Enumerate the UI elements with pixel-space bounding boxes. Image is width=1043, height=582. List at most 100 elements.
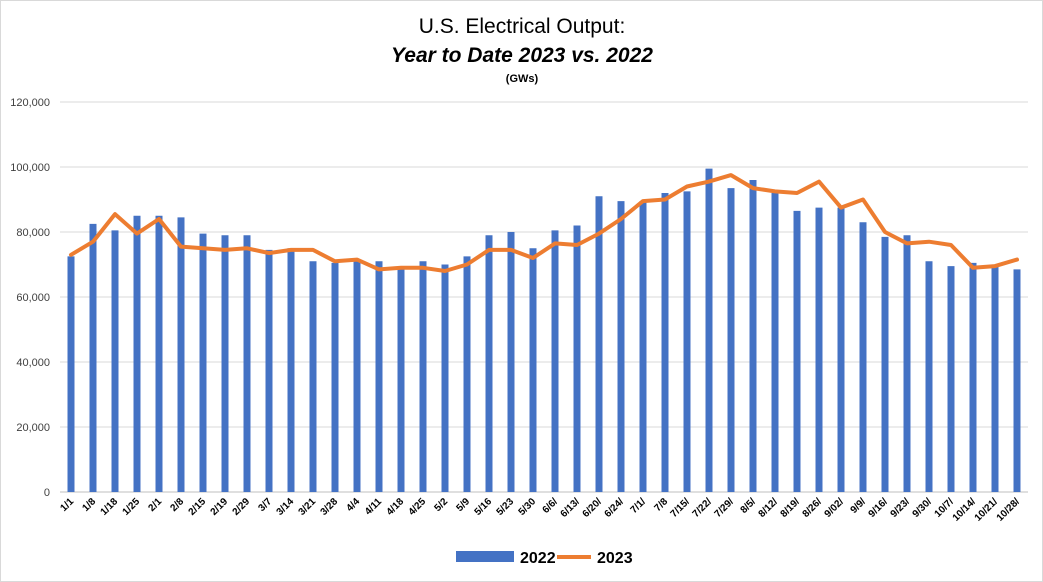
x-tick-label: 9/30/ [911, 496, 935, 520]
bar-2022 [617, 201, 625, 492]
bar-2022 [947, 266, 955, 492]
y-tick-label: 40,000 [16, 357, 50, 369]
bar-2022 [969, 262, 977, 492]
x-tick-label: 7/8 [653, 496, 671, 514]
y-tick-label: 60,000 [16, 292, 50, 304]
bar-2022 [529, 248, 537, 492]
bar-2022 [837, 207, 845, 492]
x-tick-label: 4/4 [345, 496, 363, 514]
x-tick-label: 8/26/ [801, 496, 825, 520]
bar-2022 [463, 256, 471, 492]
bar-2022 [243, 235, 251, 492]
bar-2022 [485, 235, 493, 492]
chart-unit-label: (GWs) [506, 73, 539, 85]
bar-2022 [705, 168, 713, 492]
chart-title: U.S. Electrical Output: [419, 15, 626, 38]
bar-2022 [309, 261, 317, 492]
legend-swatch-2022 [456, 551, 514, 562]
x-tick-label: 9/16/ [867, 496, 891, 520]
y-tick-label: 20,000 [16, 422, 50, 434]
bar-2022 [1013, 269, 1021, 492]
bar-2022 [859, 222, 867, 492]
x-tick-label: 6/13/ [559, 496, 583, 520]
bar-2022 [683, 191, 691, 492]
x-tick-label: 2/29 [231, 496, 253, 518]
x-tick-label: 4/11 [363, 496, 384, 517]
bar-2022 [727, 188, 735, 492]
bar-2022 [925, 261, 933, 492]
bar-2022 [375, 261, 383, 492]
bar-2022 [111, 230, 119, 492]
bars-2022 [67, 168, 1021, 492]
bar-2022 [595, 196, 603, 492]
y-tick-label: 0 [44, 487, 50, 499]
bar-2022 [265, 249, 273, 492]
x-tick-label: 8/19/ [779, 496, 803, 520]
x-tick-label: 2/15 [187, 496, 209, 518]
bar-2022 [331, 262, 339, 492]
legend: 2022 2023 [456, 550, 633, 567]
x-tick-label: 6/24/ [603, 496, 627, 520]
x-tick-label: 6/6/ [541, 496, 561, 516]
x-tick-label: 1/18 [99, 496, 121, 518]
chart-subtitle: Year to Date 2023 vs. 2022 [391, 44, 653, 67]
bar-2022 [419, 261, 427, 492]
gridlines [60, 101, 1028, 493]
bar-2022 [639, 201, 647, 492]
x-tick-label: 3/28 [319, 496, 341, 518]
x-tick-label: 8/12/ [757, 496, 781, 520]
y-tick-label: 80,000 [16, 227, 50, 239]
bar-2022 [815, 207, 823, 492]
bar-2022 [221, 235, 229, 492]
x-tick-label: 1/25 [121, 496, 143, 518]
bar-2022 [287, 248, 295, 492]
bar-2022 [353, 259, 361, 492]
y-tick-label: 120,000 [10, 97, 50, 109]
bar-2022 [133, 215, 141, 492]
x-tick-label: 9/9/ [849, 496, 869, 516]
bar-2022 [507, 232, 515, 492]
x-tick-label: 5/30 [517, 496, 539, 518]
bar-2022 [991, 266, 999, 492]
x-tick-label: 2/8 [169, 496, 187, 514]
x-tick-label: 5/23 [495, 496, 517, 518]
bar-2022 [573, 225, 581, 492]
bar-2022 [661, 193, 669, 492]
x-tick-label: 10/21/ [973, 496, 1001, 524]
x-tick-label: 10/14/ [951, 496, 979, 524]
bar-2022 [441, 264, 449, 492]
y-axis-ticks: 0 20,000 40,000 60,000 80,000 100,000 120,000 [10, 97, 50, 499]
x-tick-label: 5/16 [473, 496, 495, 518]
x-tick-label: 3/7 [257, 496, 275, 514]
x-tick-label: 9/02/ [823, 496, 847, 520]
x-tick-label: 10/28/ [995, 496, 1023, 524]
x-tick-label: 3/21 [297, 496, 319, 518]
line-2023 [69, 173, 1019, 273]
x-tick-label: 8/5/ [739, 496, 759, 516]
bar-2022 [749, 180, 757, 492]
y-tick-label: 100,000 [10, 162, 50, 174]
bar-2022 [89, 223, 97, 492]
bar-2022 [67, 256, 75, 492]
bar-2022 [551, 230, 559, 492]
x-tick-label: 7/1/ [629, 496, 649, 516]
x-tick-label: 2/19 [209, 496, 231, 518]
bar-2022 [155, 215, 163, 492]
x-tick-label: 9/23/ [889, 496, 913, 520]
bar-2022 [397, 267, 405, 492]
x-tick-label: 6/20/ [581, 496, 605, 520]
x-tick-label: 7/29/ [713, 496, 737, 520]
x-axis-ticks: 1/1 1/8 1/18 1/25 2/1 2/8 2/15 2/19 2/29 3/7 3/14 3… [59, 496, 1023, 524]
legend-label-2023: 2023 [597, 550, 633, 567]
bar-2022 [793, 210, 801, 492]
bar-2022 [199, 233, 207, 492]
x-tick-label: 3/14 [275, 496, 297, 518]
x-tick-label: 2/1 [147, 496, 165, 514]
line-2023-path [69, 173, 1019, 273]
bar-2022 [903, 235, 911, 492]
x-tick-label: 7/15/ [669, 496, 693, 520]
x-tick-label: 4/18 [385, 496, 407, 518]
x-tick-label: 5/2 [433, 496, 451, 514]
